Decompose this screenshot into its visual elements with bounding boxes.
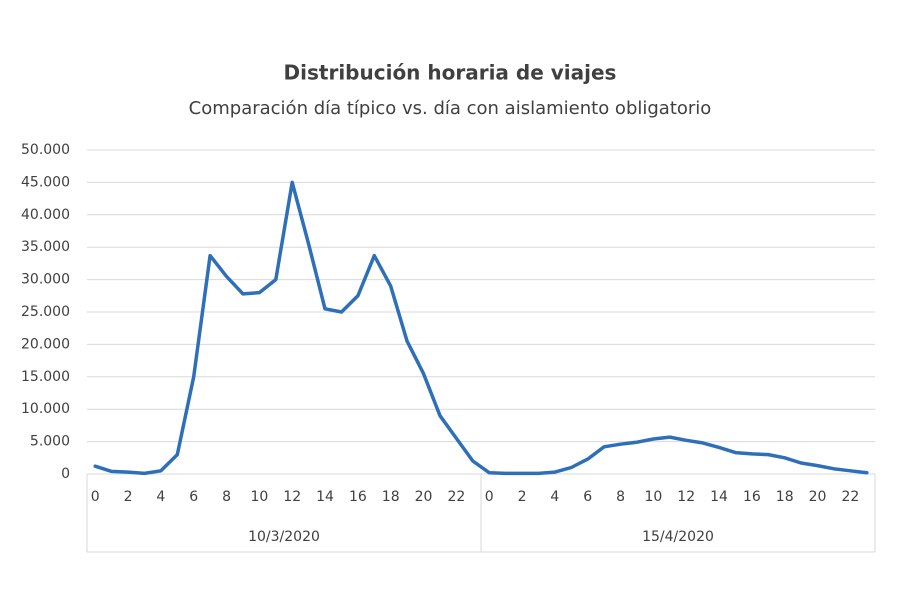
x-tick-label: 14 bbox=[316, 489, 334, 505]
x-tick-label: 12 bbox=[283, 489, 301, 505]
y-tick-label: 40.000 bbox=[21, 207, 70, 223]
x-tick-label: 10 bbox=[644, 489, 662, 505]
x-tick-label: 20 bbox=[415, 489, 433, 505]
x-tick-label: 4 bbox=[156, 489, 165, 505]
x-tick-label: 16 bbox=[743, 489, 761, 505]
series-line bbox=[93, 180, 869, 476]
x-tick-label: 6 bbox=[583, 489, 592, 505]
x-tick-label: 10 bbox=[250, 489, 268, 505]
x-tick-label: 8 bbox=[222, 489, 231, 505]
y-tick-label: 25.000 bbox=[21, 304, 70, 320]
group-label: 15/4/2020 bbox=[642, 529, 714, 545]
y-tick-label: 20.000 bbox=[21, 336, 70, 352]
y-tick-label: 0 bbox=[61, 466, 70, 482]
x-tick-label: 8 bbox=[616, 489, 625, 505]
x-tick-label: 22 bbox=[841, 489, 859, 505]
y-tick-label: 30.000 bbox=[21, 272, 70, 288]
y-tick-label: 5.000 bbox=[30, 434, 70, 450]
x-tick-label: 2 bbox=[124, 489, 133, 505]
y-tick-label: 45.000 bbox=[21, 174, 70, 190]
x-tick-label: 14 bbox=[710, 489, 728, 505]
x-tick-label: 0 bbox=[91, 489, 100, 505]
y-tick-label: 10.000 bbox=[21, 401, 70, 417]
y-tick-label: 35.000 bbox=[21, 239, 70, 255]
x-tick-label: 2 bbox=[518, 489, 527, 505]
x-tick-label: 6 bbox=[189, 489, 198, 505]
x-tick-label: 16 bbox=[349, 489, 367, 505]
chart-title: Distribución horaria de viajes bbox=[284, 61, 617, 85]
x-tick-label: 18 bbox=[776, 489, 794, 505]
x-tick-label: 18 bbox=[382, 489, 400, 505]
x-tick-label: 4 bbox=[550, 489, 559, 505]
x-tick-label: 22 bbox=[447, 489, 465, 505]
x-tick-label: 0 bbox=[485, 489, 494, 505]
group-label: 10/3/2020 bbox=[248, 529, 320, 545]
y-tick-label: 15.000 bbox=[21, 369, 70, 385]
x-tick-label: 12 bbox=[677, 489, 695, 505]
x-tick-label: 20 bbox=[809, 489, 827, 505]
chart-subtitle: Comparación día típico vs. día con aisla… bbox=[189, 98, 712, 119]
y-tick-label: 50.000 bbox=[21, 142, 70, 158]
